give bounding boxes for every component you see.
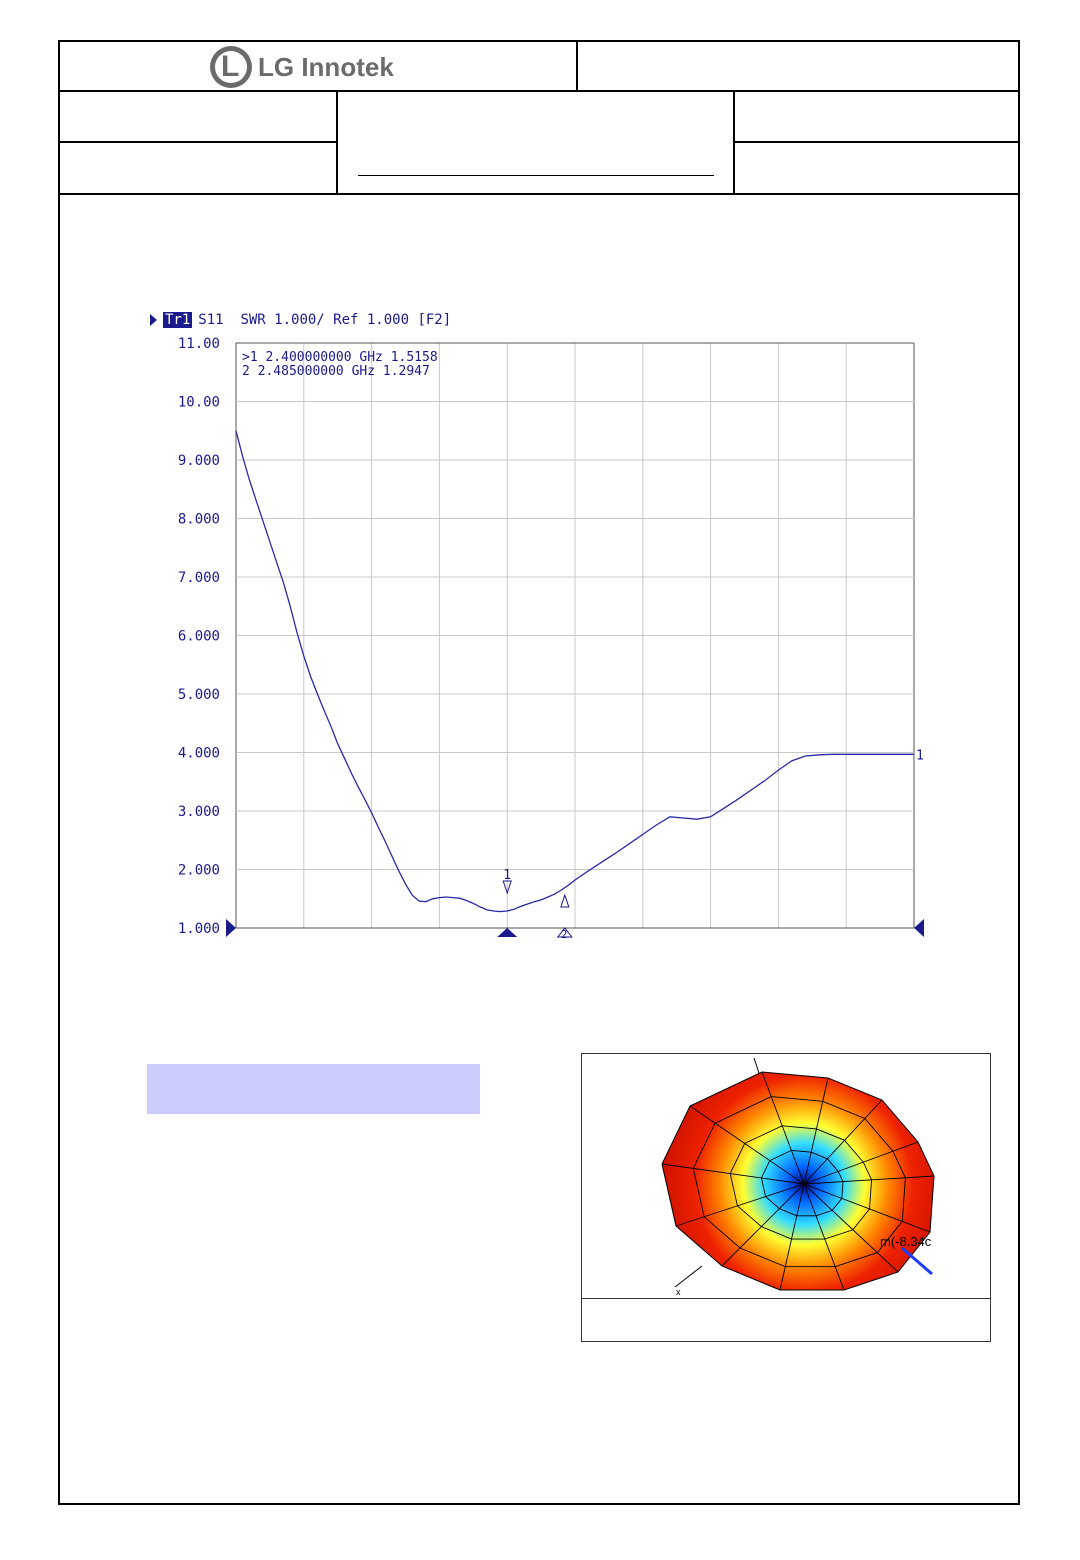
mesh-spoke	[803, 1183, 845, 1291]
y-tick-label: 8.000	[178, 512, 220, 528]
radiation-pattern-3d: x m(-8.34c	[661, 1057, 935, 1297]
marker-2-icon	[556, 927, 573, 938]
mesh-spoke	[689, 1105, 805, 1185]
mesh-ring	[692, 1096, 906, 1268]
ref-level-left-icon	[226, 919, 236, 937]
active-trace-icon	[150, 314, 157, 326]
header-divider	[58, 90, 1020, 92]
company-name: LG Innotek	[258, 51, 394, 82]
marker-pointer	[901, 1246, 933, 1276]
trace-settings: S11 SWR 1.000/ Ref 1.000 [F2]	[198, 312, 452, 328]
header-divider	[58, 193, 1020, 195]
mesh-spoke	[779, 1183, 805, 1291]
y-tick-label: 11.00	[178, 336, 220, 352]
trace-tag[interactable]: Tr1	[163, 312, 193, 328]
y-tick-label: 3.000	[178, 804, 220, 820]
marker-flags: 1 2 1	[226, 748, 924, 941]
x-axis-label: x	[676, 1287, 681, 1297]
marker-2-flag-icon	[560, 893, 570, 908]
y-tick-label: 2.000	[178, 863, 220, 879]
mesh-spoke	[803, 1183, 931, 1233]
mesh-spoke	[803, 1175, 935, 1185]
legend-box	[147, 1064, 480, 1114]
swr-chart: 11.00 10.00 9.000 8.000 7.000 6.000 5.000 4.000…	[178, 336, 924, 941]
mesh-spoke	[803, 1141, 919, 1185]
marker-1-flag-icon	[502, 880, 512, 895]
marker-readout-line: >1 2.400000000 GHz 1.5158	[242, 350, 438, 365]
active-marker-icon	[497, 928, 518, 937]
header-divider	[336, 90, 338, 194]
swr-trace	[235, 430, 914, 913]
header-divider	[58, 141, 337, 143]
y-tick-label: 4.000	[178, 746, 220, 762]
company-logo: L LG Innotek	[210, 44, 394, 90]
trace-end-label: 1	[916, 748, 924, 763]
y-tick-label: 6.000	[178, 629, 220, 645]
pattern-surface	[661, 1071, 935, 1291]
mesh-spoke	[761, 1071, 805, 1185]
mesh-ring	[760, 1149, 844, 1217]
y-tick-label: 9.000	[178, 453, 220, 469]
y-tick-label: 1.000	[178, 921, 220, 937]
y-tick-label: 7.000	[178, 570, 220, 586]
mesh-spoke	[803, 1183, 899, 1273]
radiation-pattern-panel: x m(-8.34c	[581, 1053, 991, 1342]
pattern-mesh	[661, 1071, 935, 1291]
y-tick-label: 5.000	[178, 687, 220, 703]
x-axis-line	[674, 1265, 703, 1288]
mesh-spoke	[721, 1183, 805, 1267]
mesh-ring	[729, 1125, 873, 1240]
mesh-spoke	[661, 1163, 805, 1185]
ref-level-right-icon	[914, 919, 924, 937]
y-tick-label: 10.00	[178, 395, 220, 411]
mesh-spoke	[803, 1077, 829, 1185]
mesh-spoke	[803, 1099, 883, 1185]
marker-2-flag-label: 2	[561, 928, 568, 941]
y-tick-labels: 11.00 10.00 9.000 8.000 7.000 6.000 5.000 4.000…	[178, 336, 220, 937]
marker-readout-line: 2 2.485000000 GHz 1.2947	[242, 364, 430, 379]
pattern-readout: m(-8.34c	[880, 1234, 932, 1249]
panel-caption-divider	[582, 1298, 990, 1299]
trace-header: Tr1 S11 SWR 1.000/ Ref 1.000 [F2]	[150, 312, 451, 328]
header-divider	[576, 40, 578, 92]
lg-logo-icon: L	[210, 46, 252, 88]
mesh-spoke	[675, 1183, 805, 1227]
document-frame	[58, 40, 1020, 1505]
title-underline	[358, 175, 714, 176]
marker-1-flag-label: 1	[503, 868, 511, 883]
header-divider	[733, 141, 1020, 143]
marker-readout: >1 2.400000000 GHz 1.5158 2 2.485000000 …	[242, 350, 438, 379]
chart-grid	[235, 342, 915, 929]
